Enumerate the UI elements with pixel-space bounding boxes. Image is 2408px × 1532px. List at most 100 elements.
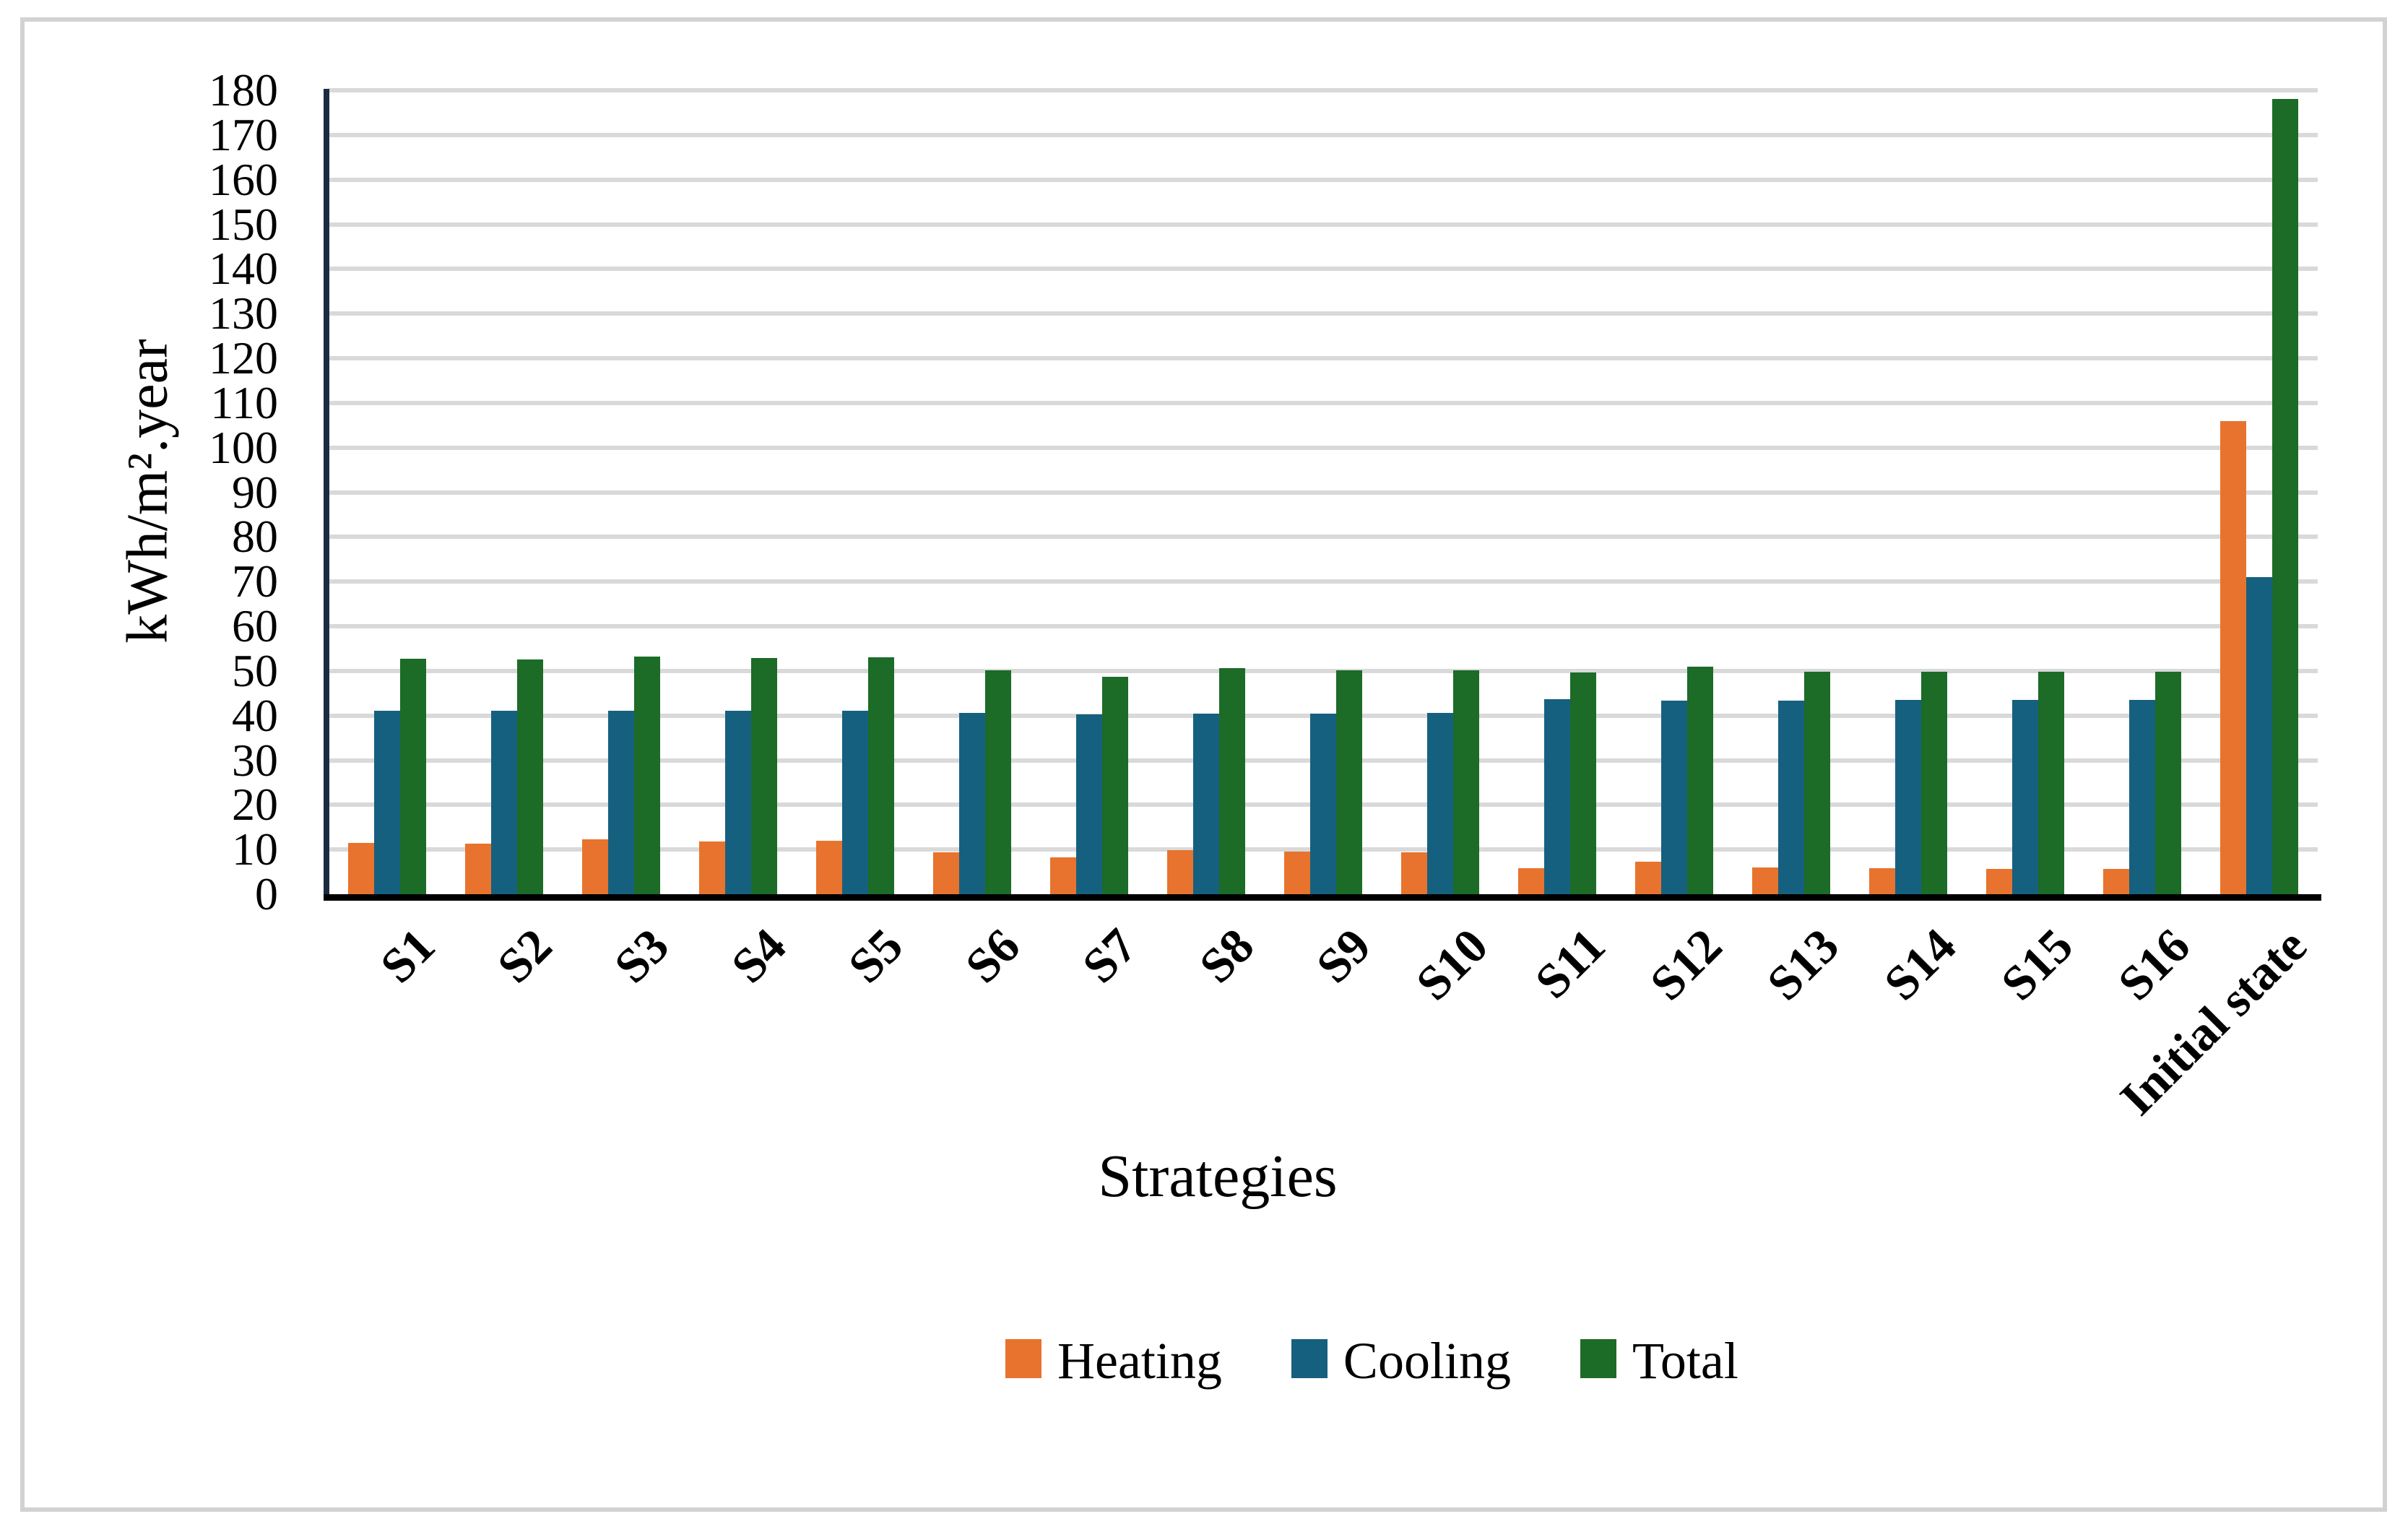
bar-total-s7 <box>1102 676 1128 894</box>
bar-heating-s6 <box>933 852 959 894</box>
bar-heating-initial-state <box>2220 420 2246 894</box>
bar-total-s1 <box>400 658 426 894</box>
bar-total-s9 <box>1336 670 1362 894</box>
figure-border <box>20 17 2387 1512</box>
bar-heating-s5 <box>816 840 842 894</box>
y-tick-label-170: 170 <box>209 108 278 160</box>
bar-heating-s13 <box>1752 867 1778 894</box>
gridline-60 <box>329 624 2318 628</box>
legend-swatch-cooling <box>1291 1339 1328 1378</box>
bar-cooling-s11 <box>1544 699 1570 894</box>
bar-cooling-s3 <box>608 711 634 894</box>
y-tick-label-150: 150 <box>209 198 278 250</box>
gridline-130 <box>329 311 2318 316</box>
bar-cooling-s16 <box>2129 700 2155 894</box>
bar-cooling-s14 <box>1895 700 1921 894</box>
legend-item-heating: Heating <box>1005 1333 1222 1388</box>
legend-swatch-total <box>1580 1339 1616 1378</box>
y-tick-label-120: 120 <box>209 332 278 384</box>
x-axis-title: Strategies <box>1098 1143 1338 1210</box>
bar-total-s13 <box>1804 672 1830 894</box>
y-tick-label-30: 30 <box>232 734 278 786</box>
y-tick-label-40: 40 <box>232 689 278 741</box>
y-tick-label-130: 130 <box>209 287 278 339</box>
y-axis-title: kWh/m².year <box>116 339 180 644</box>
bar-total-s12 <box>1687 667 1713 894</box>
bar-heating-s3 <box>582 839 608 894</box>
y-tick-label-110: 110 <box>210 376 278 428</box>
bar-heating-s11 <box>1518 867 1544 894</box>
y-tick-label-70: 70 <box>232 555 278 607</box>
bar-heating-s15 <box>1986 868 2012 894</box>
bar-total-s11 <box>1570 672 1596 894</box>
gridline-140 <box>329 267 2318 272</box>
bar-cooling-s2 <box>491 711 517 894</box>
bar-total-s16 <box>2155 672 2181 894</box>
bar-heating-s9 <box>1284 852 1310 894</box>
bar-cooling-s7 <box>1076 714 1102 894</box>
bar-heating-s12 <box>1635 862 1661 894</box>
bar-cooling-s4 <box>725 711 751 894</box>
bar-cooling-s6 <box>959 712 985 894</box>
bar-cooling-initial-state <box>2246 576 2272 894</box>
bar-total-initial-state <box>2272 99 2298 894</box>
y-tick-label-20: 20 <box>232 779 278 831</box>
legend-item-total: Total <box>1580 1333 1738 1388</box>
gridline-100 <box>329 445 2318 450</box>
y-tick-label-80: 80 <box>232 511 278 563</box>
bar-heating-s16 <box>2103 868 2129 894</box>
gridline-170 <box>329 132 2318 137</box>
gridline-80 <box>329 535 2318 540</box>
bar-cooling-s12 <box>1661 700 1687 894</box>
y-axis-line <box>324 89 329 894</box>
bar-total-s2 <box>517 659 543 894</box>
bar-heating-s10 <box>1401 852 1427 894</box>
gridline-180 <box>329 88 2318 92</box>
legend-label-total: Total <box>1632 1332 1738 1390</box>
y-tick-label-50: 50 <box>232 644 278 696</box>
bar-total-s15 <box>2038 672 2064 894</box>
gridline-160 <box>329 177 2318 182</box>
bar-total-s4 <box>751 657 777 894</box>
y-tick-label-180: 180 <box>209 64 278 116</box>
bar-cooling-s5 <box>842 711 868 894</box>
y-tick-label-140: 140 <box>209 243 278 295</box>
y-tick-label-90: 90 <box>232 466 278 518</box>
bar-total-s14 <box>1921 672 1947 894</box>
bar-total-s8 <box>1219 668 1245 894</box>
bar-cooling-s10 <box>1427 712 1453 894</box>
bar-cooling-s15 <box>2012 700 2038 894</box>
x-axis-line <box>324 894 2321 901</box>
bar-cooling-s1 <box>374 711 400 894</box>
gridline-50 <box>329 668 2318 673</box>
bar-heating-s8 <box>1167 850 1193 894</box>
bar-heating-s7 <box>1050 857 1076 894</box>
legend: Heating Cooling Total <box>1005 1333 1738 1388</box>
y-tick-label-100: 100 <box>209 421 278 473</box>
y-tick-label-160: 160 <box>209 153 278 205</box>
gridline-70 <box>329 579 2318 584</box>
bar-cooling-s13 <box>1778 701 1804 894</box>
y-tick-label-10: 10 <box>232 823 278 875</box>
gridline-150 <box>329 222 2318 227</box>
bar-total-s5 <box>868 657 894 894</box>
gridline-120 <box>329 356 2318 360</box>
y-tick-label-60: 60 <box>232 600 278 652</box>
bar-cooling-s8 <box>1193 713 1219 894</box>
bar-total-s3 <box>634 657 660 894</box>
bar-heating-s2 <box>465 843 491 894</box>
bar-heating-s1 <box>348 842 374 894</box>
bar-heating-s4 <box>699 841 725 894</box>
gridline-110 <box>329 400 2318 405</box>
y-tick-label-0: 0 <box>255 868 278 919</box>
gridline-90 <box>329 490 2318 495</box>
bar-heating-s14 <box>1869 868 1895 894</box>
legend-swatch-heating <box>1005 1339 1041 1378</box>
legend-item-cooling: Cooling <box>1291 1333 1511 1388</box>
bar-total-s10 <box>1453 670 1479 894</box>
bar-total-s6 <box>985 670 1011 894</box>
legend-label-cooling: Cooling <box>1343 1332 1511 1390</box>
legend-label-heating: Heating <box>1057 1332 1222 1390</box>
bar-cooling-s9 <box>1310 713 1336 894</box>
